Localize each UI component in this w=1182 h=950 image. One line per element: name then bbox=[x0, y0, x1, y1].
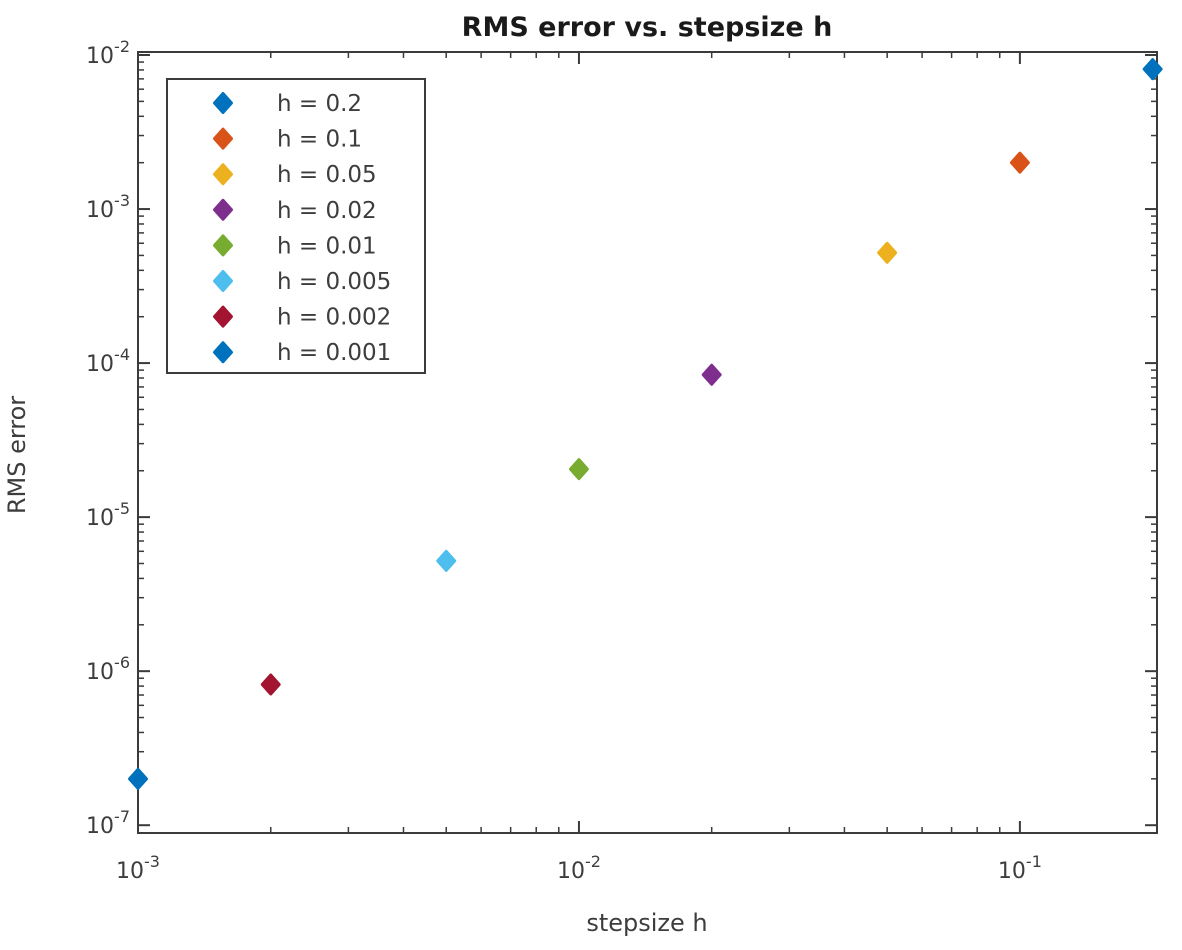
y-tick-label: 10-7 bbox=[86, 807, 130, 839]
plot-border bbox=[137, 51, 1158, 834]
legend-item: h = 0.05 bbox=[213, 162, 377, 188]
data-point-marker-icon bbox=[128, 767, 148, 790]
legend-marker-icon bbox=[213, 270, 233, 292]
legend-marker-icon bbox=[213, 341, 233, 364]
legend-item: h = 0.001 bbox=[213, 340, 391, 366]
data-point-marker-icon bbox=[436, 549, 457, 572]
legend-item: h = 0.1 bbox=[213, 127, 362, 153]
y-axis-label: RMS error bbox=[3, 396, 31, 514]
data-point-marker-icon bbox=[260, 673, 281, 696]
legend-label: h = 0.05 bbox=[277, 162, 377, 188]
legend-box bbox=[166, 78, 426, 374]
x-axis-label: stepsize h bbox=[586, 909, 707, 937]
y-tick-label: 10-2 bbox=[86, 37, 130, 69]
legend-item: h = 0.02 bbox=[213, 198, 377, 224]
data-point-marker-icon bbox=[1142, 58, 1163, 81]
y-tick-label: 10-6 bbox=[86, 653, 130, 685]
chart-title: RMS error vs. stepsize h bbox=[462, 12, 833, 43]
legend-marker-icon bbox=[213, 234, 233, 257]
legend-marker-icon bbox=[213, 92, 233, 114]
legend-label: h = 0.1 bbox=[277, 127, 362, 153]
legend-marker-icon bbox=[213, 305, 233, 328]
legend: h = 0.2 h = 0.1 h = 0.05 h = 0.02 h = 0.01 h … bbox=[166, 78, 426, 374]
data-point-marker-icon bbox=[568, 458, 589, 481]
legend-label: h = 0.001 bbox=[277, 340, 391, 366]
legend-item: h = 0.002 bbox=[213, 305, 391, 331]
legend-label: h = 0.002 bbox=[277, 305, 391, 331]
legend-marker-icon bbox=[213, 163, 233, 186]
legend-label: h = 0.02 bbox=[277, 198, 377, 224]
y-tick-label: 10-5 bbox=[86, 499, 130, 531]
marker-layer bbox=[128, 58, 1163, 790]
x-tick-label: 10-3 bbox=[116, 852, 160, 884]
legend-label: h = 0.005 bbox=[277, 269, 391, 295]
legend-marker-icon bbox=[213, 127, 233, 150]
data-point-marker-icon bbox=[701, 363, 722, 386]
legend-marker-icon bbox=[213, 198, 233, 221]
legend-label: h = 0.01 bbox=[277, 233, 377, 259]
y-tick-label: 10-4 bbox=[86, 345, 130, 377]
legend-label: h = 0.2 bbox=[277, 91, 362, 117]
legend-item: h = 0.2 bbox=[213, 91, 362, 117]
x-tick-label: 10-2 bbox=[557, 852, 601, 884]
data-point-marker-icon bbox=[877, 241, 898, 264]
legend-item: h = 0.01 bbox=[213, 233, 377, 259]
legend-item: h = 0.005 bbox=[213, 269, 391, 295]
data-point-marker-icon bbox=[1009, 151, 1030, 174]
tick-label-layer: 10-3 10-2 10-1 10-2 10-3 10-4 10-5 10-6 10-7 bbox=[86, 37, 1042, 884]
y-tick-label: 10-3 bbox=[86, 191, 130, 223]
x-tick-label: 10-1 bbox=[998, 852, 1042, 884]
